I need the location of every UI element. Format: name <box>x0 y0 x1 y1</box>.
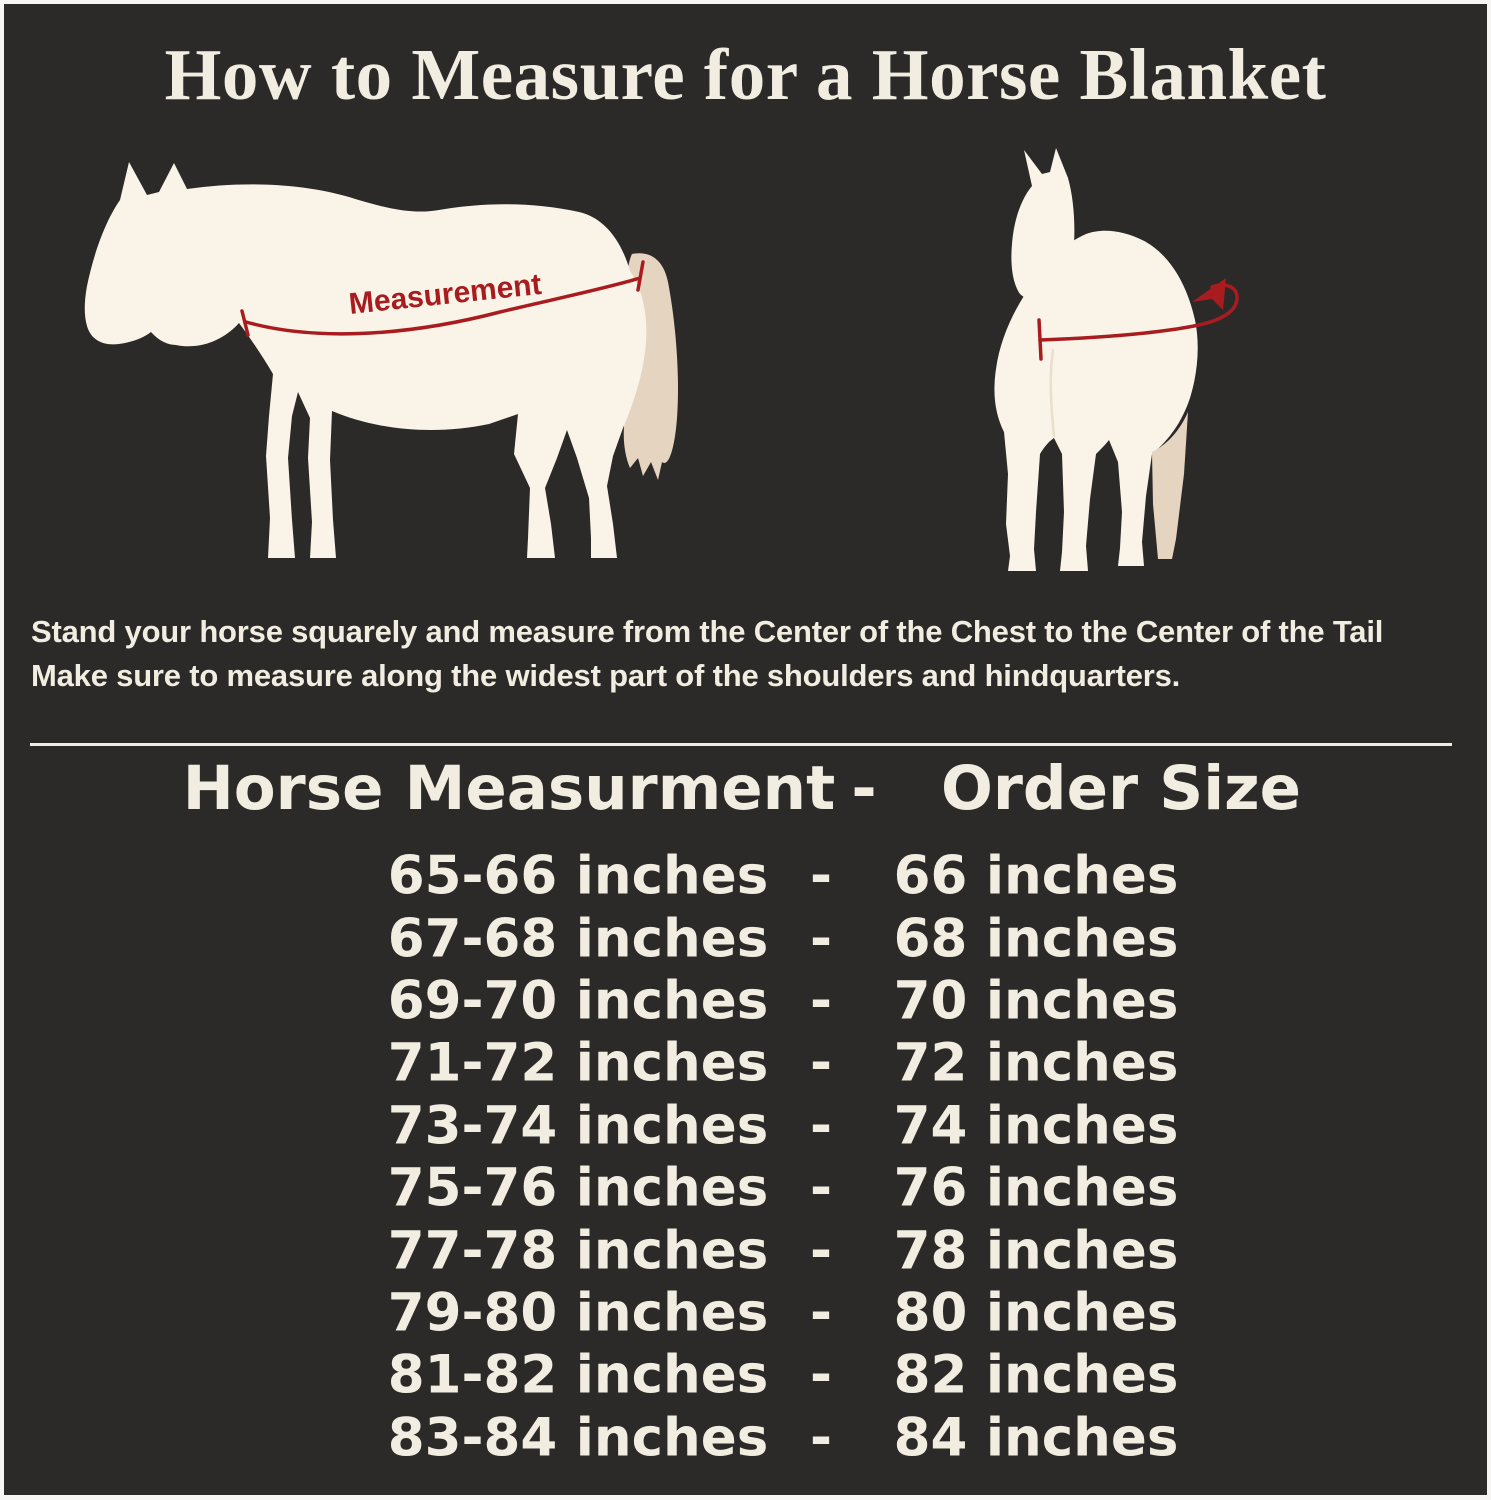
measurement-line <box>244 276 642 336</box>
order-size-value: 84 inches <box>893 1407 1179 1469</box>
order-size-value: 70 inches <box>893 970 1179 1032</box>
row-separator: - <box>810 1220 832 1282</box>
row-separator: - <box>810 1157 832 1219</box>
front-horse-illustration <box>994 148 1239 571</box>
table-row: 79-80 inches - 80 inches <box>4 1282 1487 1344</box>
size-rows: 65-66 inches - 66 inches 67-68 inches - … <box>4 845 1487 1469</box>
order-size-value: 78 inches <box>893 1220 1179 1282</box>
horse-head-front <box>1011 148 1075 301</box>
table-row: 69-70 inches - 70 inches <box>4 970 1487 1032</box>
order-size-value: 74 inches <box>893 1095 1179 1157</box>
horse-body <box>84 162 647 558</box>
measurement-tick-tail <box>636 260 645 292</box>
side-horse-illustration: Measurement <box>84 162 678 558</box>
order-size-value: 66 inches <box>893 845 1179 907</box>
table-row: 81-82 inches - 82 inches <box>4 1344 1487 1406</box>
row-separator: - <box>810 1032 832 1094</box>
chest-crease <box>1049 348 1056 438</box>
header-separator: - <box>851 753 877 824</box>
header-horse-measurement: Horse Measurment <box>182 753 836 824</box>
table-row: 71-72 inches - 72 inches <box>4 1032 1487 1094</box>
horse-far-leg <box>1152 412 1188 559</box>
row-separator: - <box>810 970 832 1032</box>
horse-measurement-value: 81-82 inches <box>387 1344 769 1406</box>
horse-measurement-value: 77-78 inches <box>387 1220 769 1282</box>
order-size-value: 76 inches <box>893 1157 1179 1219</box>
page-title: How to Measure for a Horse Blanket <box>164 34 1327 115</box>
order-size-value: 82 inches <box>893 1344 1179 1406</box>
table-row: 77-78 inches - 78 inches <box>4 1219 1487 1281</box>
table-row: 73-74 inches - 74 inches <box>4 1095 1487 1157</box>
horse-measurement-value: 71-72 inches <box>387 1032 769 1094</box>
horse-measurement-value: 67-68 inches <box>387 908 769 970</box>
instruction-line-1: Stand your horse squarely and measure fr… <box>31 614 1384 649</box>
row-separator: - <box>810 845 832 907</box>
row-separator: - <box>810 1095 832 1157</box>
horse-measurement-value: 83-84 inches <box>387 1407 769 1469</box>
order-size-value: 68 inches <box>893 908 1179 970</box>
table-row: 67-68 inches - 68 inches <box>4 907 1487 969</box>
panel: How to Measure for a Horse Blanket Measu… <box>4 4 1487 1495</box>
row-separator: - <box>810 908 832 970</box>
horse-measurement-value: 73-74 inches <box>387 1095 769 1157</box>
header-order-size: Order Size <box>940 753 1302 824</box>
horse-measurement-value: 79-80 inches <box>387 1282 769 1344</box>
row-separator: - <box>810 1282 832 1344</box>
order-size-value: 80 inches <box>893 1282 1179 1344</box>
rotation-arrow-icon <box>1192 278 1226 310</box>
table-header: Horse Measurment - Order Size <box>4 754 1487 824</box>
horse-measurement-value: 69-70 inches <box>387 970 769 1032</box>
horse-measurement-value: 75-76 inches <box>387 1157 769 1219</box>
instruction-line-2: Make sure to measure along the widest pa… <box>31 658 1181 693</box>
row-separator: - <box>810 1407 832 1469</box>
table-row: 83-84 inches - 84 inches <box>4 1407 1487 1469</box>
order-size-value: 72 inches <box>893 1032 1179 1094</box>
table-row: 75-76 inches - 76 inches <box>4 1157 1487 1219</box>
row-separator: - <box>810 1344 832 1406</box>
divider-line <box>30 743 1452 746</box>
girth-line <box>1038 283 1239 342</box>
horse-measurement-value: 65-66 inches <box>387 845 769 907</box>
measurement-tick-chest <box>240 309 250 337</box>
horse-body-front <box>994 230 1198 571</box>
table-row: 65-66 inches - 66 inches <box>4 845 1487 907</box>
